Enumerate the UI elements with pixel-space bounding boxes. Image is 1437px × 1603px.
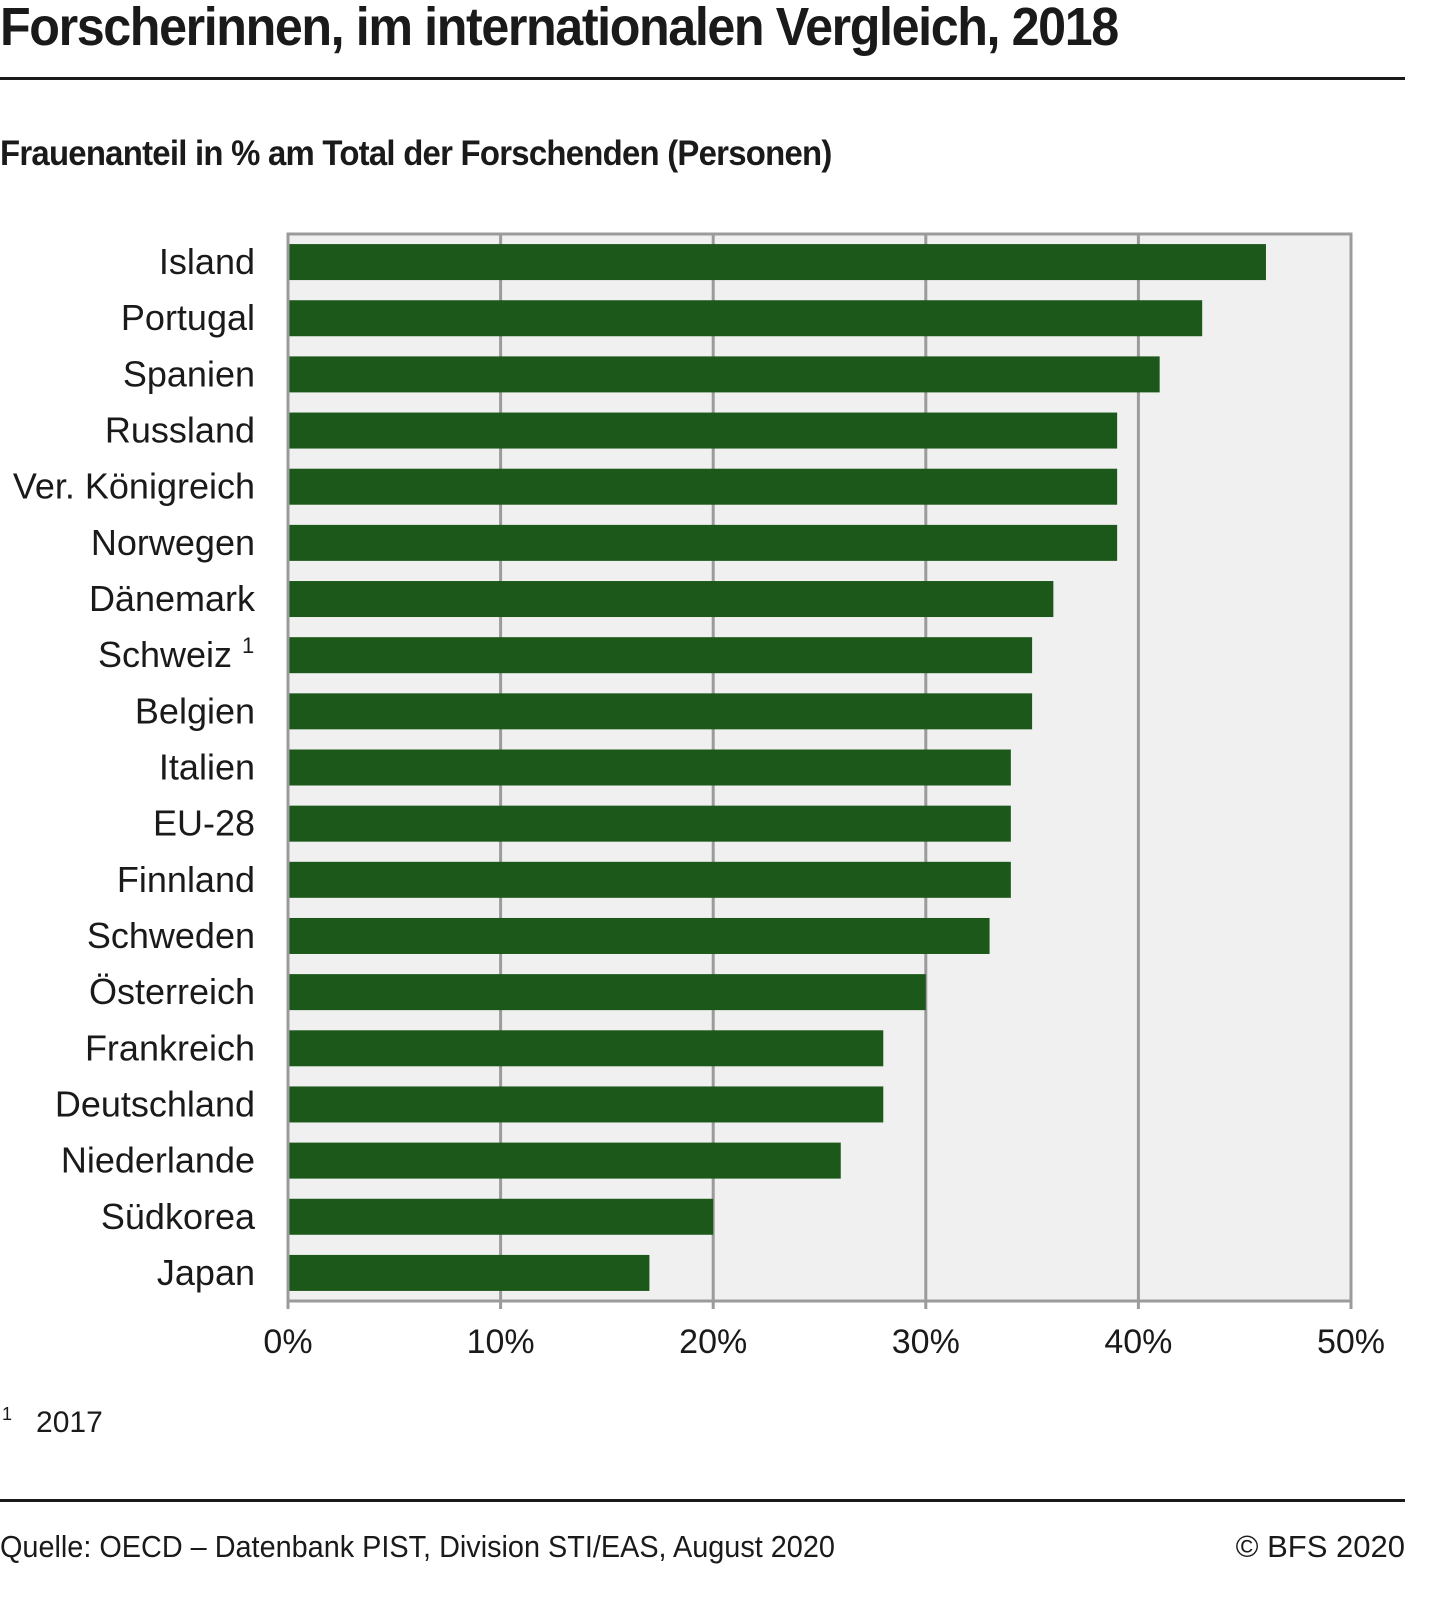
category-label: Dänemark	[89, 578, 256, 619]
title-divider	[0, 77, 1405, 80]
tick-label: 0%	[263, 1323, 312, 1361]
bar	[288, 524, 1118, 561]
tick-label: 50%	[1317, 1323, 1385, 1361]
copyright: © BFS 2020	[1235, 1529, 1405, 1564]
category-label: Ver. Königreich	[13, 466, 255, 507]
category-label: Frankreich	[85, 1027, 255, 1068]
bar	[288, 581, 1054, 618]
bar	[288, 749, 1011, 786]
source-note: Quelle: OECD – Datenbank PIST, Division …	[0, 1529, 835, 1564]
tick-label: 20%	[679, 1323, 747, 1361]
category-label: Deutschland	[55, 1083, 255, 1124]
bar	[288, 1254, 650, 1291]
chart-subtitle: Frauenanteil in % am Total der Forschend…	[0, 134, 832, 173]
category-label: Island	[159, 241, 255, 282]
chart-title: Forscherinnen, im internationalen Vergle…	[0, 0, 1119, 57]
footnote-mark: 1	[2, 1404, 13, 1424]
category-labels: Island Portugal Spanien Russland Ver. Königr…	[13, 241, 256, 1293]
tick-label: 40%	[1104, 1323, 1172, 1361]
bar	[288, 805, 1011, 842]
bar	[288, 356, 1160, 393]
footnote: 1 2017	[2, 1404, 103, 1440]
bar	[288, 1086, 884, 1123]
category-label: Italien	[159, 747, 255, 788]
bar-chart: Island Portugal Spanien Russland Ver. Königr…	[13, 232, 1385, 1361]
category-label: Russland	[105, 410, 255, 451]
footer-divider	[0, 1499, 1405, 1502]
category-label: Schweiz	[98, 634, 232, 675]
bars	[288, 244, 1266, 1291]
x-axis-ticks	[286, 1301, 1353, 1309]
bar	[288, 693, 1033, 730]
category-label: Niederlande	[61, 1140, 255, 1181]
bar	[288, 861, 1011, 898]
bar	[288, 300, 1203, 337]
tick-label: 10%	[467, 1323, 535, 1361]
bar	[288, 1142, 841, 1179]
x-axis-tick-labels: 0% 10% 20% 30% 40% 50%	[263, 1323, 1385, 1361]
category-label: Japan	[157, 1252, 255, 1293]
bar	[288, 637, 1033, 674]
category-label: Belgien	[135, 690, 255, 731]
category-footnote-mark: 1	[242, 633, 254, 658]
tick-label: 30%	[892, 1323, 960, 1361]
bar	[288, 468, 1118, 505]
category-label: Österreich	[89, 971, 255, 1012]
bar	[288, 412, 1118, 449]
category-label: Finnland	[117, 859, 255, 900]
bar	[288, 1198, 714, 1235]
category-label: Schweden	[87, 915, 255, 956]
category-label: Südkorea	[101, 1196, 256, 1237]
plot-frame	[286, 232, 1353, 1303]
category-label: EU-28	[153, 803, 255, 844]
category-label: Spanien	[123, 353, 255, 394]
category-label: Norwegen	[91, 522, 255, 563]
bar	[288, 917, 990, 954]
bar	[288, 1030, 884, 1067]
bar	[288, 244, 1266, 281]
bar	[288, 974, 926, 1011]
category-label: Portugal	[121, 297, 255, 338]
footnote-text: 2017	[36, 1406, 103, 1439]
